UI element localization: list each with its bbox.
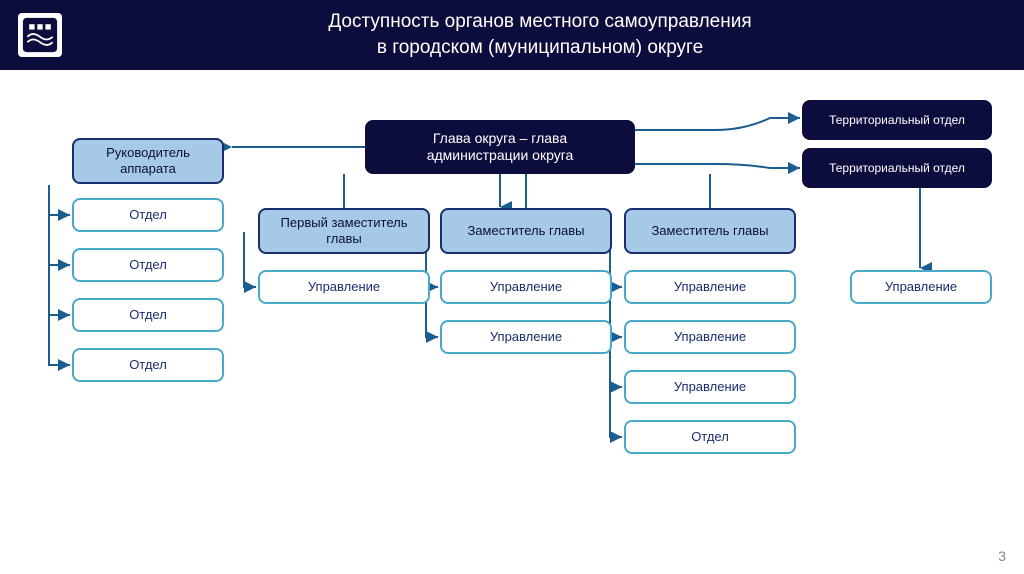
node-dep3: Заместитель главы: [624, 208, 796, 254]
node-d1_u1: Управление: [258, 270, 430, 304]
arrow-1: [635, 118, 800, 130]
arrow-12: [244, 232, 256, 287]
node-d3_u3: Управление: [624, 370, 796, 404]
node-ap_d2: Отдел: [72, 248, 224, 282]
node-d3_u4: Отдел: [624, 420, 796, 454]
header: Доступность органов местного самоуправле…: [0, 0, 1024, 70]
node-free_u: Управление: [850, 270, 992, 304]
arrow-9: [49, 215, 70, 265]
node-dep1: Первый заместительглавы: [258, 208, 430, 254]
page-number: 3: [998, 548, 1006, 564]
node-ap_d4: Отдел: [72, 348, 224, 382]
arrow-10: [49, 265, 70, 315]
node-terr1: Территориальный отдел: [802, 100, 992, 140]
page-title: Доступность органов местного самоуправле…: [74, 9, 1006, 60]
node-terr2: Территориальный отдел: [802, 148, 992, 188]
node-apparat: Руководительаппарата: [72, 138, 224, 184]
node-ap_d1: Отдел: [72, 198, 224, 232]
node-dep2: Заместитель главы: [440, 208, 612, 254]
logo: [18, 13, 62, 57]
arrow-2: [635, 164, 800, 168]
arrow-8: [49, 185, 70, 215]
arrow-11: [49, 315, 70, 365]
node-root: Глава округа – главаадминистрации округа: [365, 120, 635, 174]
node-d3_u2: Управление: [624, 320, 796, 354]
node-ap_d3: Отдел: [72, 298, 224, 332]
node-d2_u2: Управление: [440, 320, 612, 354]
org-chart: Глава округа – главаадминистрации округа…: [0, 70, 1024, 574]
node-d2_u1: Управление: [440, 270, 612, 304]
node-d3_u1: Управление: [624, 270, 796, 304]
arrow-18: [610, 387, 622, 437]
